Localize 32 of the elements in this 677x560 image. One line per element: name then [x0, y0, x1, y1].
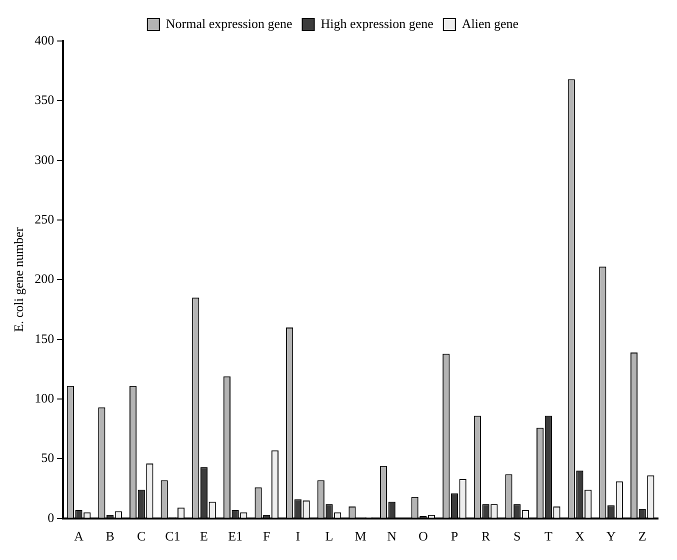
x-tick-label: B	[106, 528, 115, 544]
y-tick-label: 50	[41, 450, 54, 466]
x-tick-label: E	[200, 528, 208, 544]
x-tick-label: N	[387, 528, 398, 544]
x-tick-label: T	[544, 528, 552, 544]
x-tick-label: A	[74, 528, 84, 544]
y-tick-label: 0	[48, 510, 54, 525]
y-tick-label: 100	[34, 390, 54, 406]
x-tick-label: S	[513, 528, 521, 544]
x-tick-label: Z	[638, 528, 646, 544]
x-tick-label: R	[481, 528, 490, 544]
x-tick-label: X	[575, 528, 586, 544]
x-tick-label: Y	[606, 528, 616, 544]
legend-label: Normal expression gene	[166, 16, 292, 31]
y-tick-label: 200	[34, 271, 54, 286]
y-tick-label: 350	[34, 92, 54, 108]
legend-label: High expression gene	[320, 16, 434, 31]
y-tick-label: 400	[34, 32, 54, 48]
y-tick-label: 250	[34, 211, 54, 226]
x-tick-label: I	[296, 528, 300, 544]
x-tick-label: L	[325, 528, 334, 544]
x-tick-label: O	[418, 528, 428, 544]
x-tick-label: F	[263, 528, 270, 544]
x-tick-label: P	[450, 528, 458, 544]
y-tick-label: 150	[34, 330, 54, 346]
y-tick-label: 300	[34, 152, 54, 167]
x-tick-label: M	[354, 528, 367, 544]
legend-label: Alien gene	[462, 16, 519, 31]
y-axis-title: E. coli gene number	[11, 226, 26, 332]
x-tick-label: E1	[228, 528, 243, 544]
x-tick-label: C1	[165, 528, 180, 544]
x-tick-label: C	[137, 528, 146, 544]
